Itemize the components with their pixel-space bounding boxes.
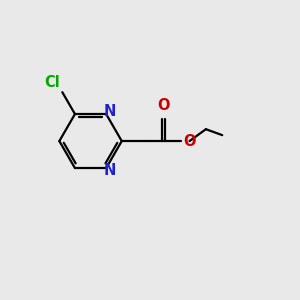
Text: N: N — [104, 163, 116, 178]
Text: Cl: Cl — [44, 75, 60, 90]
Text: N: N — [104, 104, 116, 119]
Text: O: O — [157, 98, 170, 113]
Text: O: O — [184, 134, 196, 148]
